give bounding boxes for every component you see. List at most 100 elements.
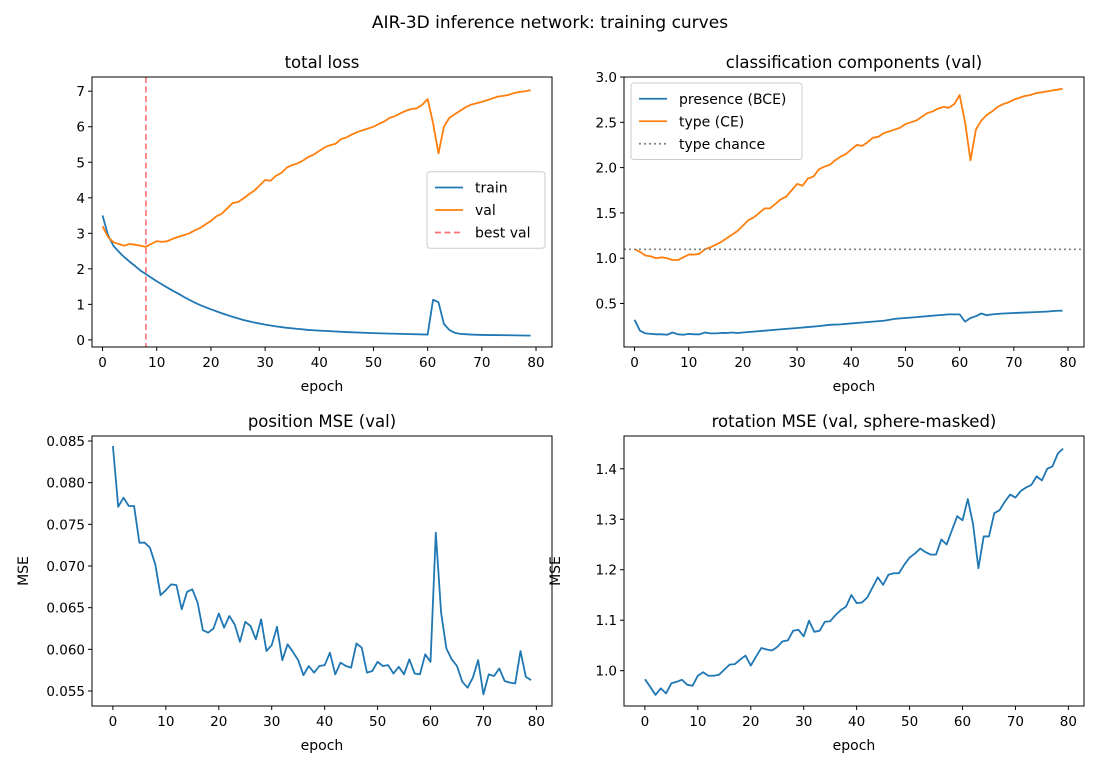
y-tick-label: 5	[76, 155, 85, 171]
y-tick-label: 2.0	[596, 161, 617, 177]
y-tick-label: 1	[76, 297, 85, 313]
y-tick-label: 0.075	[46, 517, 85, 533]
series-presence-bce	[633, 309, 1063, 336]
series-line	[644, 447, 1064, 696]
x-tick-label: 30	[789, 355, 806, 371]
panel-classification-components: classification components (val) 0 10 20 30 40…	[596, 53, 1085, 395]
legend: presence (BCE) type (CE) type chance	[630, 82, 803, 160]
series-train	[101, 215, 531, 337]
x-tick-label: 10	[148, 355, 165, 371]
x-tick-label: 10	[157, 714, 174, 730]
y-tick-label: 1.0	[596, 664, 617, 680]
x-tick-label: 0	[641, 714, 650, 730]
x-tick-label: 60	[422, 714, 439, 730]
legend-label-val: val	[475, 203, 496, 219]
panel-title: position MSE (val)	[248, 412, 396, 431]
x-tick-label: 10	[689, 714, 706, 730]
x-tick-label: 20	[742, 714, 759, 730]
y-tick-label: 0.070	[46, 559, 85, 575]
x-axis-label: epoch	[833, 379, 876, 395]
x-tick-label: 50	[369, 714, 386, 730]
legend: train val best val	[426, 171, 546, 249]
x-tick-label: 20	[734, 355, 751, 371]
plot-frame	[91, 76, 553, 348]
x-tick-label: 30	[795, 714, 812, 730]
series-val	[101, 89, 531, 248]
y-tick-label: 0.5	[596, 297, 617, 313]
panel-title: rotation MSE (val, sphere-masked)	[712, 412, 997, 431]
y-tick-label: 6	[76, 120, 85, 136]
x-tick-label: 40	[848, 714, 865, 730]
x-tick-label: 60	[951, 355, 968, 371]
y-tick-label: 2.5	[596, 115, 617, 131]
y-tick-label: 0.085	[46, 434, 85, 450]
x-tick-label: 30	[263, 714, 280, 730]
x-tick-label: 30	[257, 355, 274, 371]
legend-label-train: train	[475, 181, 508, 197]
y-tick-label: 1.4	[596, 462, 617, 478]
y-tick-label: 3	[76, 226, 85, 242]
x-tick-label: 20	[202, 355, 219, 371]
y-tick-label: 1.5	[596, 206, 617, 222]
x-tick-label: 60	[419, 355, 436, 371]
y-tick-label: 0.060	[46, 642, 85, 658]
panel-title: total loss	[285, 53, 360, 72]
panel-rotation-mse: rotation MSE (val, sphere-masked) 0 10 20 30…	[548, 412, 1085, 754]
x-tick-label: 80	[1059, 355, 1076, 371]
x-tick-label: 70	[1005, 355, 1022, 371]
x-tick-label: 20	[210, 714, 227, 730]
x-tick-label: 50	[897, 355, 914, 371]
legend-label-type-ce: type (CE)	[679, 114, 744, 130]
y-tick-label: 0.080	[46, 476, 85, 492]
x-tick-label: 40	[316, 714, 333, 730]
x-tick-label: 80	[528, 714, 545, 730]
x-tick-label: 40	[311, 355, 328, 371]
legend-label-type-chance: type chance	[679, 137, 765, 153]
series-line	[112, 445, 532, 696]
x-tick-label: 0	[109, 714, 118, 730]
x-tick-label: 60	[954, 714, 971, 730]
series-group	[644, 447, 1064, 696]
y-tick-label: 1.2	[596, 563, 617, 579]
legend-box	[630, 82, 803, 160]
panel-title: classification components (val)	[726, 53, 983, 72]
y-axis-label: MSE	[16, 556, 32, 586]
figure-title: AIR-3D inference network: training curve…	[372, 13, 728, 33]
legend-box	[426, 171, 546, 249]
y-tick-label: 1.1	[596, 613, 617, 629]
y-tick-label: 0.065	[46, 601, 85, 617]
y-axis-label: MSE	[548, 556, 564, 586]
legend-label-presence-bce: presence (BCE)	[679, 92, 786, 108]
x-tick-label: 80	[1060, 714, 1077, 730]
y-tick-label: 3.0	[596, 70, 617, 86]
series-group	[101, 77, 531, 347]
x-tick-label: 40	[843, 355, 860, 371]
panel-total-loss: total loss 0 10 20 30 40 50 60 70 80 0 1 2 3 4 5 6 7 epoch…	[76, 53, 553, 395]
x-tick-label: 0	[630, 355, 639, 371]
x-axis-label: epoch	[833, 738, 876, 754]
x-axis-label: epoch	[301, 379, 344, 395]
y-tick-label: 0	[76, 333, 85, 349]
x-tick-label: 0	[98, 355, 107, 371]
x-tick-label: 50	[901, 714, 918, 730]
y-tick-label: 7	[76, 84, 85, 100]
plot-frame	[623, 76, 1085, 348]
y-tick-label: 1.0	[596, 251, 617, 267]
x-tick-label: 10	[680, 355, 697, 371]
x-tick-label: 70	[473, 355, 490, 371]
x-tick-label: 80	[527, 355, 544, 371]
y-tick-label: 4	[76, 191, 85, 207]
panel-position-mse: position MSE (val) 0 10 20 30 40 50 60 70 80 0.055…	[16, 412, 553, 754]
x-tick-label: 50	[365, 355, 382, 371]
legend-label-best-val: best val	[475, 226, 531, 242]
x-tick-label: 70	[1007, 714, 1024, 730]
plot-frame	[623, 435, 1085, 707]
y-tick-label: 0.055	[46, 684, 85, 700]
series-group	[624, 87, 1084, 336]
x-tick-label: 70	[475, 714, 492, 730]
plot-frame	[91, 435, 553, 707]
series-group	[112, 445, 532, 696]
y-tick-label: 2	[76, 262, 85, 278]
y-tick-label: 1.3	[596, 512, 617, 528]
